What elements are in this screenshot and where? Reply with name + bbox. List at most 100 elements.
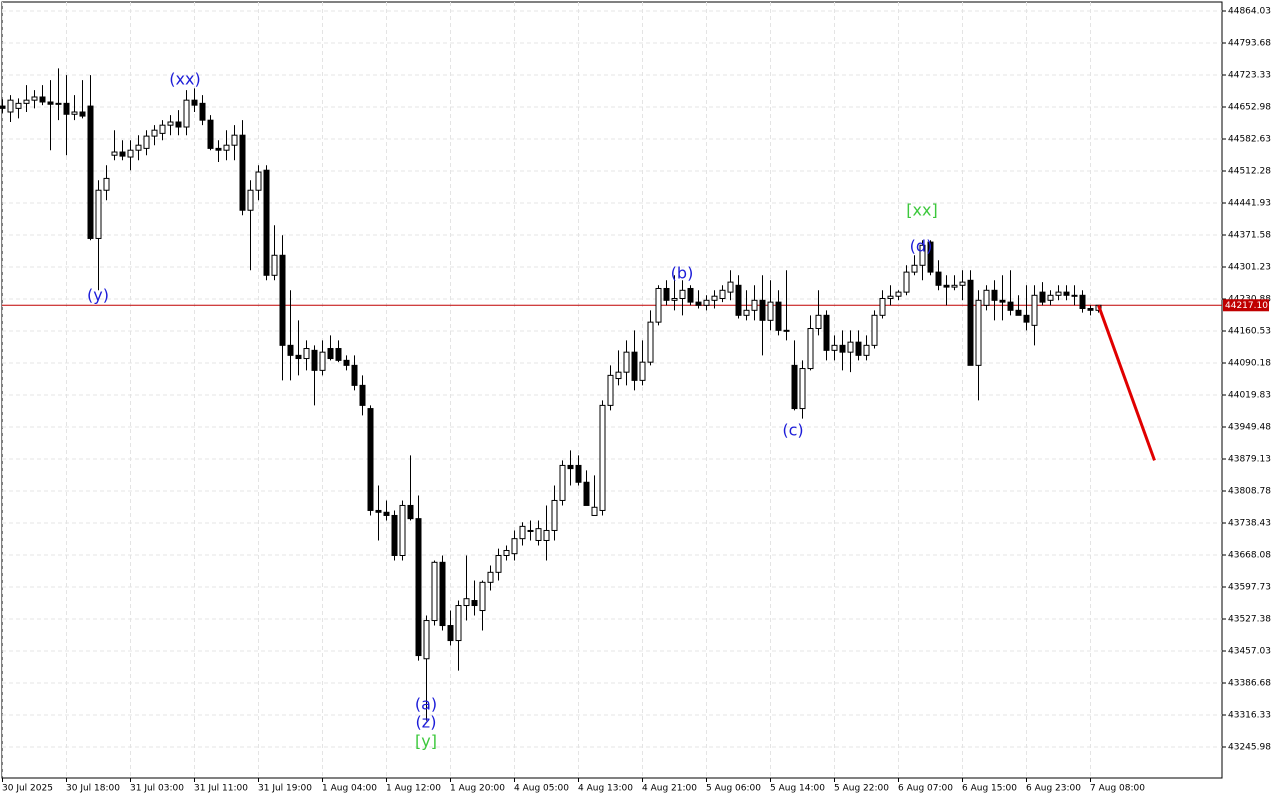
candle-body	[919, 244, 926, 266]
x-tick-label: 1 Aug 20:00	[450, 784, 505, 794]
candle-body	[351, 364, 358, 386]
candle-body	[79, 111, 86, 117]
candle-body	[815, 314, 822, 330]
y-tick-label: 43527.38	[1228, 615, 1271, 625]
candle-body	[415, 518, 422, 657]
x-tick-label: 7 Aug 08:00	[1090, 784, 1145, 794]
candle-body	[631, 351, 638, 381]
candle-body	[375, 509, 382, 513]
candle-body	[1087, 307, 1094, 311]
x-tick-label: 4 Aug 05:00	[514, 784, 569, 794]
x-tick-label: 6 Aug 23:00	[1026, 784, 1081, 794]
candle-body	[847, 341, 854, 353]
current-price-box	[1223, 299, 1269, 312]
candle-body	[927, 241, 934, 273]
y-tick-label: 44160.53	[1228, 327, 1271, 337]
candle-body	[23, 99, 30, 104]
x-tick-label: 6 Aug 15:00	[962, 784, 1017, 794]
y-tick-label: 43879.13	[1228, 455, 1271, 465]
candle-body	[391, 514, 398, 556]
candle-body	[1047, 294, 1054, 301]
candle-body	[279, 254, 286, 346]
candle-body	[575, 464, 582, 483]
candle-body	[1023, 314, 1030, 323]
wave-label: (z)	[416, 713, 437, 732]
y-tick-label: 43316.33	[1228, 711, 1271, 721]
candle-body	[679, 289, 686, 299]
candle-body	[95, 189, 102, 239]
candle-body	[159, 124, 166, 134]
candle-body	[127, 149, 134, 158]
candle-body	[887, 295, 894, 299]
candle-body	[871, 314, 878, 346]
wave-label: (xx)	[169, 70, 200, 89]
candle-body	[151, 129, 158, 137]
candle-body	[823, 314, 830, 351]
candle-body	[167, 121, 174, 126]
x-tick-label: 5 Aug 22:00	[834, 784, 889, 794]
candle-body	[223, 144, 230, 151]
y-tick-label: 44512.28	[1228, 167, 1271, 177]
y-tick-label: 43808.78	[1228, 487, 1271, 497]
y-tick-label: 44793.68	[1228, 39, 1271, 49]
candle-body	[639, 361, 646, 381]
candle-body	[751, 299, 758, 311]
candle-body	[287, 344, 294, 356]
candle-body	[295, 354, 302, 360]
candle-body	[503, 549, 510, 556]
candle-body	[367, 408, 374, 511]
candle-body	[455, 605, 462, 642]
current-price-label: 44217.10	[1225, 301, 1268, 311]
candle-body	[327, 348, 334, 360]
candle-body	[879, 297, 886, 316]
candle-body	[967, 279, 974, 366]
x-tick-label: 30 Jul 18:00	[66, 784, 120, 794]
y-tick-label: 44652.98	[1228, 103, 1271, 113]
wave-label: (d)	[910, 237, 933, 256]
candle-body	[383, 511, 390, 516]
candle-body	[663, 287, 670, 301]
candle-body	[719, 289, 726, 299]
candle-body	[695, 301, 702, 306]
candle-body	[775, 301, 782, 331]
candle-body	[175, 121, 182, 128]
candle-body	[471, 600, 478, 607]
x-tick-label: 30 Jul 2025	[2, 784, 53, 794]
candle-body	[71, 111, 78, 115]
y-tick-label: 44864.03	[1228, 7, 1271, 17]
candle-body	[591, 506, 598, 516]
candle-body	[191, 99, 198, 106]
candle-body	[759, 299, 766, 321]
candle-body	[311, 349, 318, 371]
candle-body	[839, 344, 846, 353]
x-tick-label: 4 Aug 13:00	[578, 784, 633, 794]
y-tick-label: 44019.83	[1228, 391, 1271, 401]
x-tick-label: 1 Aug 04:00	[322, 784, 377, 794]
x-tick-label: 31 Jul 19:00	[258, 784, 312, 794]
candle-body	[767, 301, 774, 321]
candle-body	[527, 529, 534, 532]
candle-body	[239, 134, 246, 211]
candle-body	[567, 464, 574, 470]
candle-body	[143, 135, 150, 149]
candle-body	[1079, 294, 1086, 309]
candle-body	[343, 359, 350, 366]
candle-body	[215, 147, 222, 151]
candle-body	[623, 351, 630, 373]
y-tick-label: 44371.58	[1228, 231, 1271, 241]
candle-body	[903, 271, 910, 293]
candle-body	[103, 177, 110, 191]
y-tick-label: 44441.93	[1228, 199, 1271, 209]
candle-body	[655, 287, 662, 323]
candle-body	[943, 284, 950, 288]
candle-body	[335, 348, 342, 361]
candle-body	[63, 102, 70, 115]
candle-body	[319, 351, 326, 371]
candle-body	[863, 344, 870, 356]
candle-body	[47, 101, 54, 105]
candle-body	[199, 102, 206, 121]
candle-body	[1071, 294, 1078, 297]
candle-body	[495, 554, 502, 573]
candle-body	[1031, 294, 1038, 326]
